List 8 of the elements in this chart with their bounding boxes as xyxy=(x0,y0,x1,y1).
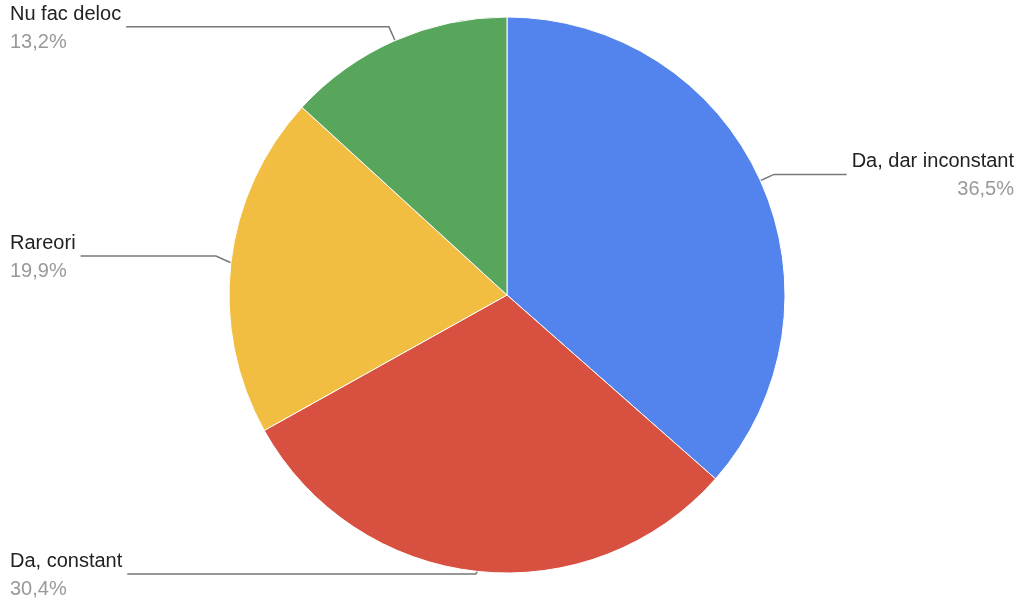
data-label: 19,9% xyxy=(10,259,67,282)
slice-label: Rareori xyxy=(10,231,76,254)
data-label: 13,2% xyxy=(10,29,67,52)
data-label: 30,4% xyxy=(10,577,67,599)
slice-label: Da, constant xyxy=(10,549,123,571)
slice-label: Da, dar inconstant xyxy=(851,149,1015,172)
data-label: 36,5% xyxy=(957,177,1015,200)
slice-label: Nu fac deloc xyxy=(10,1,122,24)
